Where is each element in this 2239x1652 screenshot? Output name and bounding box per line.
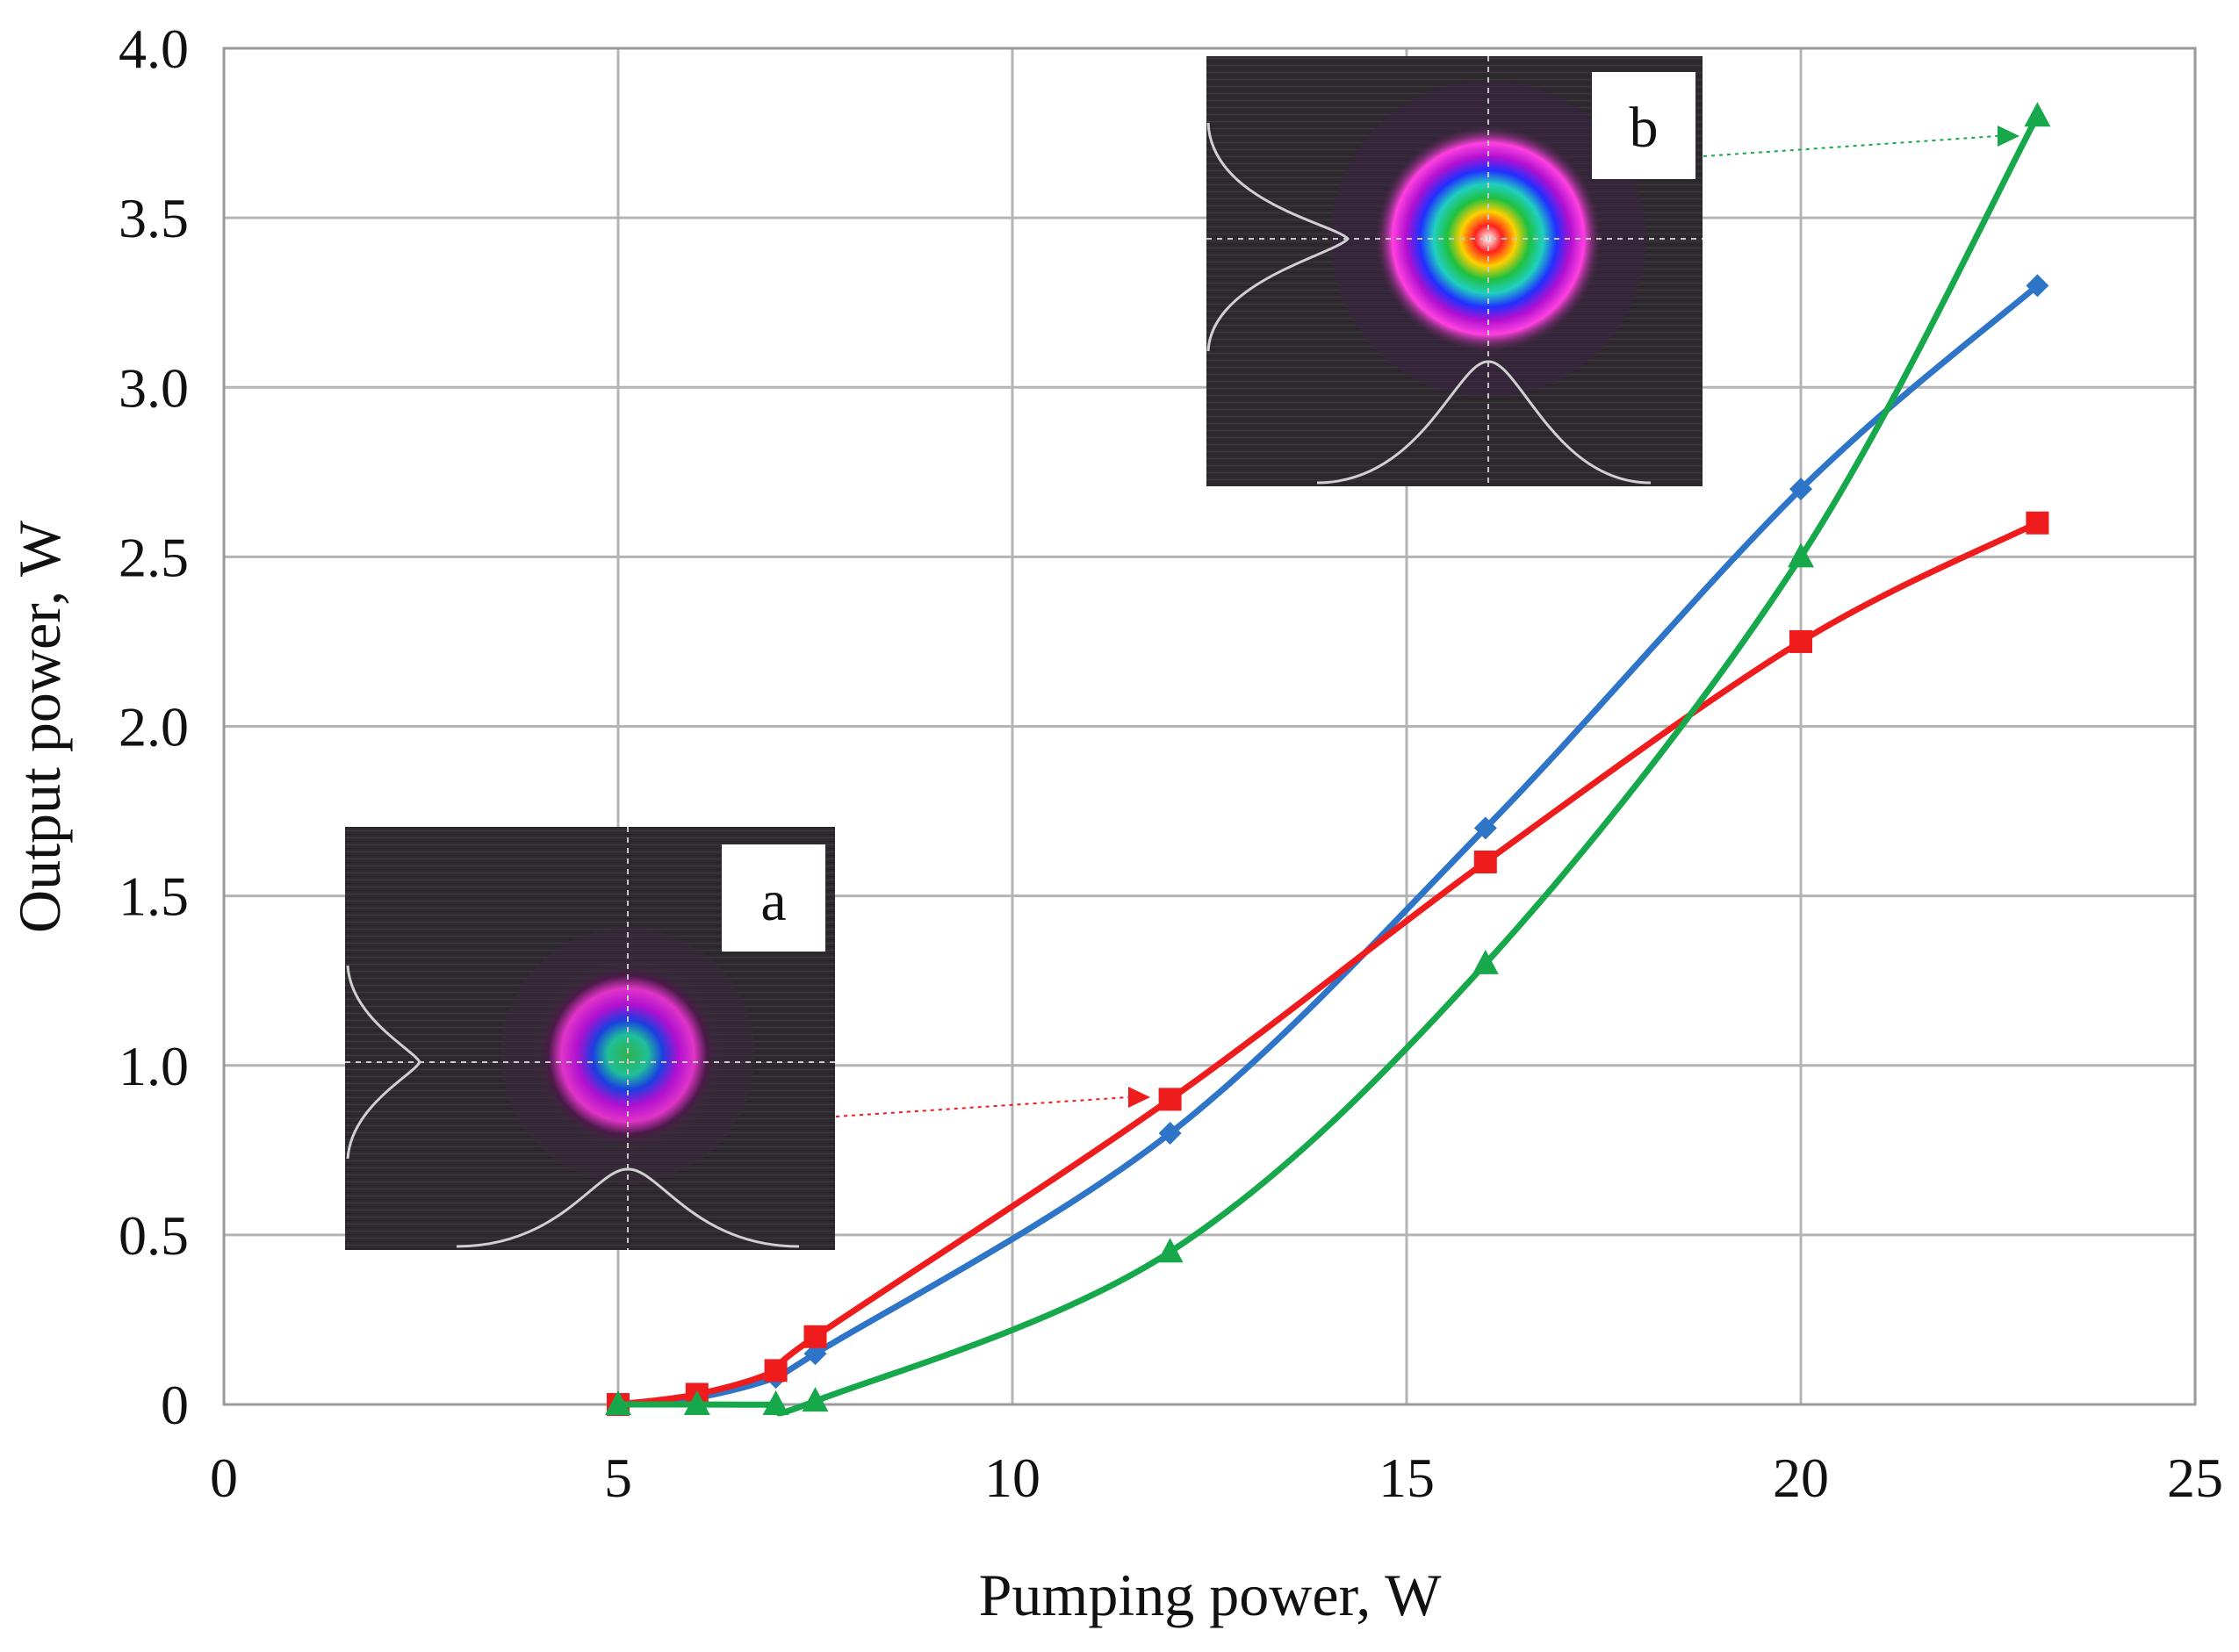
data-point-blue-diamond — [1473, 816, 1497, 840]
y-tick-label: 3.0 — [119, 356, 189, 419]
y-tick-label: 2.5 — [119, 526, 189, 588]
x-tick-labels: 0 5 10 15 20 25 — [210, 1447, 2223, 1509]
data-point-blue-diamond — [2026, 274, 2049, 298]
y-tick-label: 1.0 — [119, 1035, 189, 1097]
y-tick-label: 0 — [161, 1374, 189, 1436]
data-point-green-triangle — [802, 1387, 829, 1412]
series-red-square — [607, 511, 2049, 1416]
y-tick-labels: 0 0.5 1.0 1.5 2.0 2.5 3.0 3.5 4.0 — [119, 18, 189, 1436]
arrow-a-line — [835, 1096, 1129, 1117]
annotation-arrows — [835, 126, 2019, 1117]
data-point-green-triangle — [683, 1390, 710, 1415]
y-axis-title: Output power, W — [6, 520, 73, 933]
x-tick-label: 20 — [1773, 1447, 1829, 1509]
x-axis-title: Pumping power, W — [979, 1562, 1443, 1628]
arrow-b-line — [1703, 135, 1998, 157]
data-point-green-triangle — [1788, 542, 1814, 568]
plot-area-border — [222, 47, 2197, 1406]
data-point-green-triangle — [1472, 949, 1499, 974]
series-green-triangle — [605, 102, 2051, 1417]
inset-b-label: b — [1630, 96, 1659, 160]
inset-b-beam-image: b — [1206, 56, 1703, 486]
data-point-red-square — [803, 1325, 827, 1348]
inset-a-label: a — [760, 869, 786, 933]
data-point-red-square — [764, 1359, 788, 1383]
y-tick-label: 0.5 — [119, 1204, 189, 1267]
x-tick-label: 5 — [604, 1447, 632, 1509]
arrow-a-head — [1128, 1087, 1150, 1108]
data-point-green-triangle — [605, 1390, 631, 1415]
data-point-green-triangle — [762, 1390, 789, 1415]
data-point-red-square — [1473, 851, 1497, 873]
data-point-green-triangle — [1156, 1238, 1184, 1263]
y-tick-label: 4.0 — [119, 18, 189, 80]
arrow-b-head — [1998, 126, 2019, 147]
x-tick-label: 10 — [984, 1447, 1040, 1509]
data-point-red-square — [1158, 1088, 1182, 1111]
inset-a-beam-image: a — [345, 827, 835, 1250]
data-point-green-triangle — [2024, 102, 2051, 127]
data-point-blue-diamond — [1158, 1122, 1182, 1145]
y-tick-label: 3.5 — [119, 187, 189, 249]
y-tick-label: 2.0 — [119, 696, 189, 758]
x-tick-label: 0 — [210, 1447, 238, 1509]
data-point-blue-diamond — [1789, 478, 1812, 501]
data-point-red-square — [1789, 629, 1812, 653]
x-tick-label: 25 — [2167, 1447, 2223, 1509]
x-tick-label: 15 — [1379, 1447, 1435, 1509]
series-group — [605, 102, 2051, 1417]
y-tick-label: 1.5 — [119, 866, 189, 928]
data-point-red-square — [2026, 511, 2049, 535]
